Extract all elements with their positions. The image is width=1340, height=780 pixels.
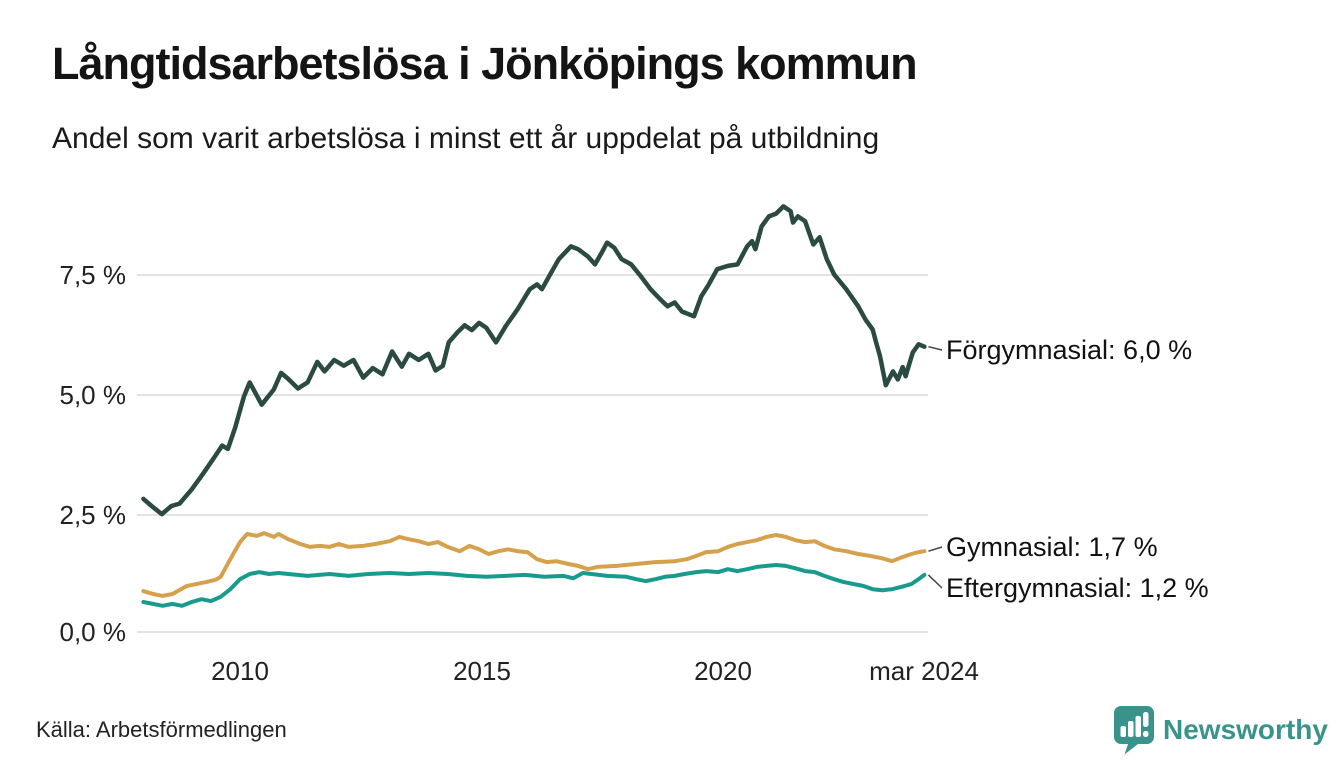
series-line-forgymnasial: [141, 204, 927, 517]
x-axis-label-2010: 2010: [211, 656, 269, 686]
x-axis-label-2015: 2015: [453, 656, 511, 686]
y-axis-label-2-5: 2,5 %: [59, 500, 127, 530]
annotation-forgymnasial: Förgymnasial: 6,0 %: [946, 335, 1193, 365]
series-line-eftergymnasial: [141, 563, 927, 608]
annotation-gymnasial: Gymnasial: 1,7 %: [946, 532, 1158, 562]
series-line-gymnasial: [141, 531, 927, 598]
y-axis-label-0-0: 0,0 %: [59, 617, 127, 647]
newsworthy-pin-icon: [1114, 706, 1154, 755]
gridline-0-0: [137, 631, 928, 633]
newsworthy-wordmark: Newsworthy: [1163, 714, 1328, 745]
x-axis-label-mar-2024: mar 2024: [869, 656, 979, 686]
source-note: Källa: Arbetsförmedlingen: [36, 717, 287, 742]
y-axis-label-7-5: 7,5 %: [59, 260, 127, 290]
page-title: Långtidsarbetslösa i Jönköpings kommun: [52, 38, 918, 89]
y-axis-label-5-0: 5,0 %: [59, 380, 127, 410]
gridline-7-5: [137, 274, 928, 276]
gridline-5-0: [137, 394, 928, 396]
annotation-connector-eftergymnasial: [927, 574, 943, 589]
annotation-eftergymnasial: Eftergymnasial: 1,2 %: [946, 573, 1209, 603]
x-axis-label-2020: 2020: [694, 656, 752, 686]
annotation-connector-forgymnasial: [928, 345, 943, 351]
annotation-connector-gymnasial: [928, 546, 943, 552]
page-subtitle: Andel som varit arbetslösa i minst ett å…: [52, 122, 880, 155]
newsworthy-logo: Newsworthy: [1112, 704, 1328, 756]
gridline-2-5: [137, 514, 928, 516]
